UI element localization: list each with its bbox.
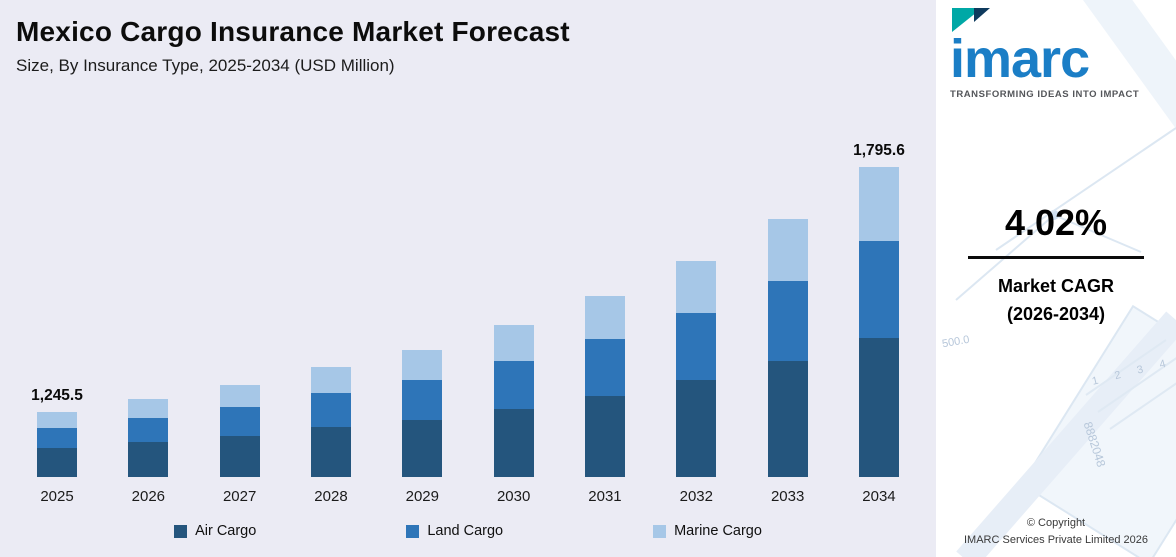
page-subtitle: Size, By Insurance Type, 2025-2034 (USD …: [16, 56, 395, 75]
legend-item-marine-cargo: Marine Cargo: [653, 523, 762, 539]
stacked-bar-2027: [219, 385, 260, 477]
cagr-value: 4.02%: [1004, 202, 1108, 243]
segment-air-cargo: [128, 441, 169, 477]
segment-land-cargo: [310, 393, 351, 428]
legend-label-marine-cargo: Marine Cargo: [674, 523, 762, 539]
stacked-bar-2034: [858, 167, 899, 477]
x-axis-label-2027: 2027: [222, 488, 257, 505]
stacked-bar-2028: [310, 367, 351, 477]
bar-total-label: 1,795.6: [853, 142, 905, 159]
stacked-bar-2030: [493, 325, 534, 477]
segment-marine-cargo: [219, 385, 260, 408]
segment-marine-cargo: [402, 350, 443, 381]
chart-column-2026: 2026: [103, 374, 193, 508]
legend-swatch-air-cargo: [174, 524, 188, 538]
chart-column-2029: 2029: [377, 325, 467, 508]
chart-column-2034: 1,795.6 2034: [834, 142, 924, 508]
page-title: Mexico Cargo Insurance Market Forecast: [16, 16, 570, 47]
segment-air-cargo: [676, 379, 717, 477]
chart-column-2027: 2027: [195, 360, 285, 508]
segment-marine-cargo: [676, 261, 717, 313]
side-panel: 500.0 1 2 3 4 8882048 imarc TRANSFORMING…: [936, 0, 1176, 557]
segment-marine-cargo: [767, 219, 808, 281]
background-decor: 500.0 1 2 3 4 8882048: [936, 0, 1176, 557]
chart-column-2033: 2033: [743, 194, 833, 508]
chart-column-2031: 2031: [560, 271, 650, 508]
segment-marine-cargo: [37, 412, 77, 428]
logo-tagline: TRANSFORMING IDEAS INTO IMPACT: [950, 89, 1140, 100]
segment-marine-cargo: [858, 167, 899, 242]
x-axis-label-2031: 2031: [588, 488, 622, 505]
x-axis-label-2029: 2029: [405, 488, 439, 505]
chart-column-2028: 2028: [286, 342, 376, 508]
decor-graphics-icon: [955, 0, 1176, 557]
copyright-line2: IMARC Services Private Limited 2026: [963, 533, 1148, 546]
imarc-logo: imarc TRANSFORMING IDEAS INTO IMPACT: [936, 0, 1176, 100]
x-axis-label-2034: 2034: [862, 488, 896, 505]
copyright-line1: © Copyright: [1026, 517, 1086, 529]
legend-item-air-cargo: Air Cargo: [174, 523, 256, 539]
stacked-bar-2033: [767, 219, 808, 477]
cagr-label-line1: Market CAGR: [997, 276, 1115, 296]
cagr-label-line2: (2026-2034): [1006, 303, 1106, 324]
segment-land-cargo: [858, 241, 899, 338]
segment-land-cargo: [37, 427, 77, 448]
segment-land-cargo: [402, 380, 443, 420]
chart-column-2025: 1,245.5 2025: [12, 387, 102, 508]
segment-air-cargo: [858, 337, 899, 477]
segment-land-cargo: [767, 280, 808, 361]
segment-air-cargo: [767, 360, 808, 477]
segment-air-cargo: [493, 408, 534, 477]
segment-air-cargo: [584, 395, 625, 477]
legend-swatch-marine-cargo: [653, 524, 667, 538]
x-axis-label-2032: 2032: [679, 488, 713, 505]
x-axis-label-2030: 2030: [496, 488, 531, 505]
logo-text: imarc: [950, 29, 1090, 89]
legend: Air Cargo Land Cargo Marine Cargo: [0, 508, 936, 557]
segment-land-cargo: [128, 417, 169, 442]
segment-marine-cargo: [584, 296, 625, 340]
segment-marine-cargo: [493, 325, 534, 362]
stacked-bar-2026: [128, 399, 169, 477]
legend-swatch-land-cargo: [406, 524, 420, 538]
segment-air-cargo: [219, 435, 260, 477]
legend-label-air-cargo: Air Cargo: [195, 523, 257, 539]
logo-triangle-dark-icon: [974, 8, 990, 22]
bar-total-label: 1,245.5: [31, 387, 83, 404]
segment-land-cargo: [584, 339, 625, 396]
chart-column-2032: 2032: [651, 236, 741, 508]
segment-air-cargo: [37, 447, 77, 477]
legend-label-land-cargo: Land Cargo: [427, 523, 504, 539]
chart-column-2030: 2030: [469, 300, 559, 508]
copyright: © Copyright IMARC Services Private Limit…: [936, 515, 1176, 548]
chart-area: 1,245.5 2025 2026 2027 2028 2029 2030 2031 2032 2…: [0, 76, 936, 508]
bar-chart: 1,245.5 2025 2026 2027 2028 2029 2030 2031 2032 2…: [0, 142, 936, 508]
x-axis-label-2028: 2028: [314, 488, 348, 505]
segment-marine-cargo: [310, 367, 351, 394]
segment-marine-cargo: [128, 399, 169, 418]
segment-land-cargo: [676, 312, 717, 380]
legend-item-land-cargo: Land Cargo: [406, 523, 503, 539]
segment-air-cargo: [310, 427, 351, 477]
cagr-divider: [968, 256, 1144, 259]
cagr-block: 4.02% Market CAGR (2026-2034): [936, 202, 1176, 329]
stacked-bar-2032: [676, 261, 717, 477]
x-axis-label-2026: 2026: [131, 488, 166, 505]
chart-panel: Mexico Cargo Insurance Market Forecast S…: [0, 0, 936, 557]
stacked-bar-2025: [37, 412, 77, 477]
stacked-bar-2031: [584, 296, 625, 477]
x-axis-label-2025: 2025: [40, 488, 74, 505]
x-axis-label-2033: 2033: [770, 488, 805, 505]
chart-header: Mexico Cargo Insurance Market Forecast S…: [0, 0, 936, 76]
segment-land-cargo: [219, 407, 260, 436]
stacked-bar-2029: [402, 350, 443, 477]
segment-air-cargo: [402, 419, 443, 477]
segment-land-cargo: [493, 361, 534, 409]
